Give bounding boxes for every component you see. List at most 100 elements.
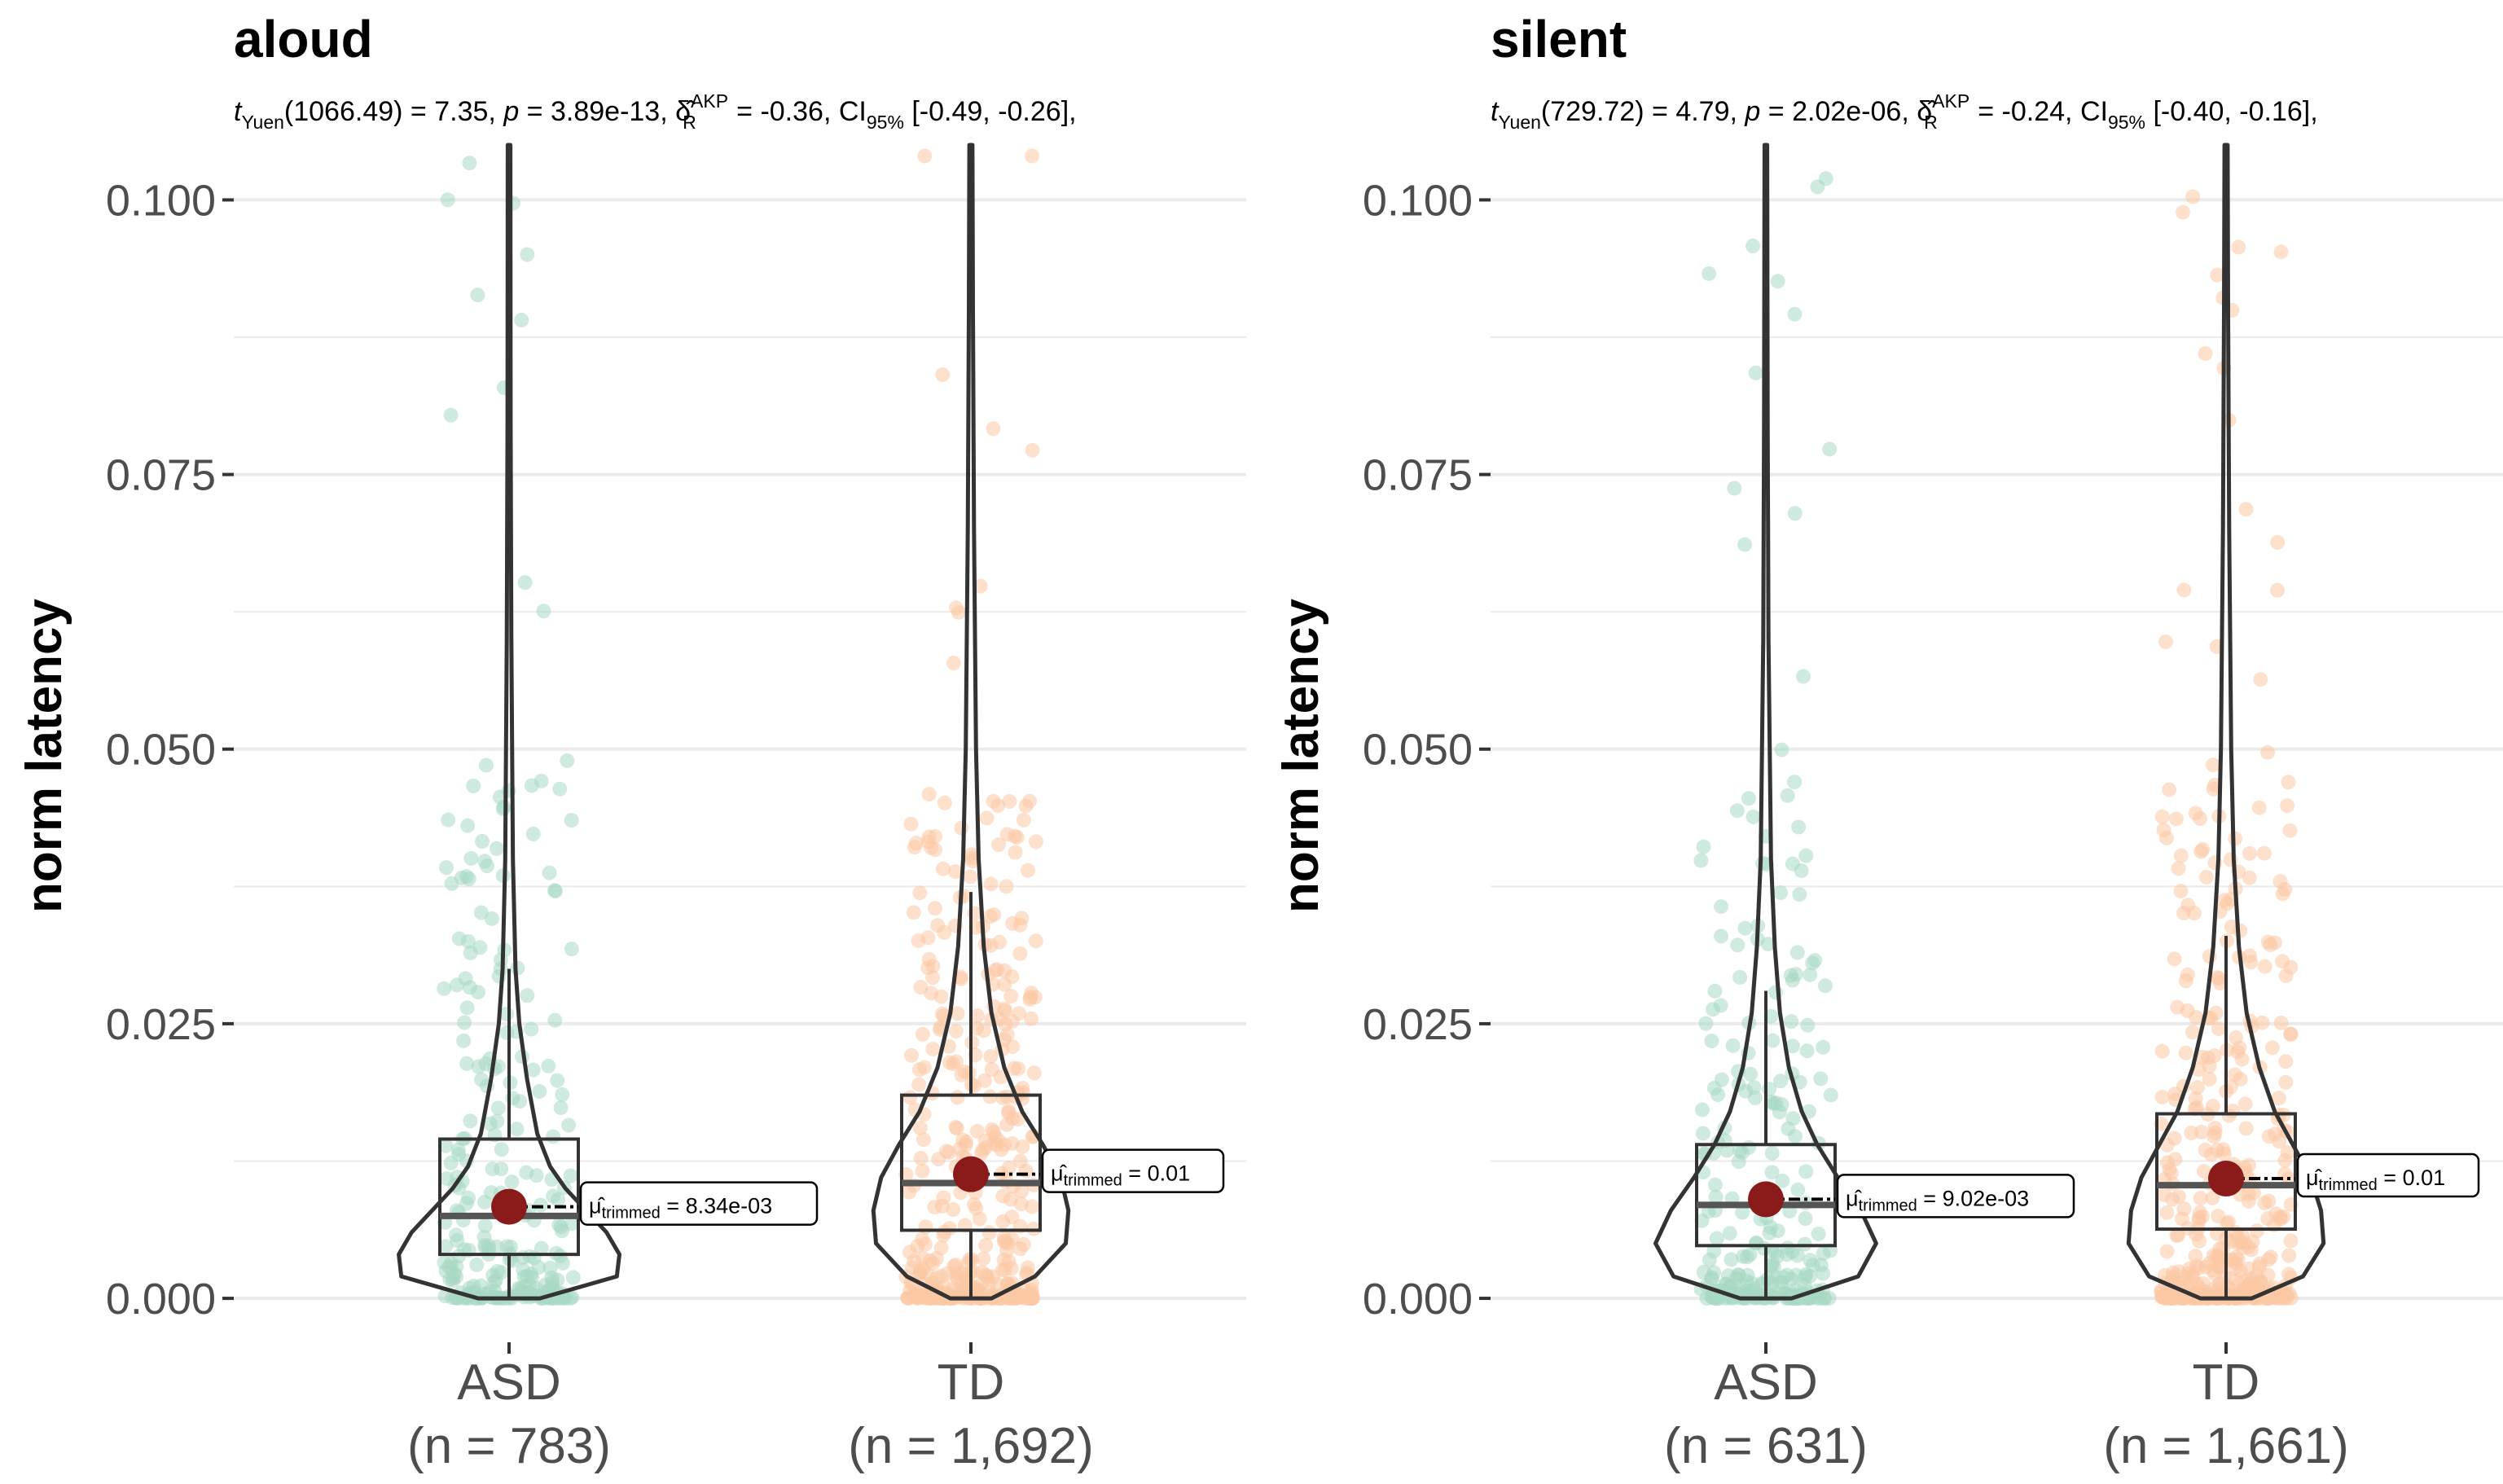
data-point <box>946 1056 961 1072</box>
df-open: ( <box>1541 96 1551 127</box>
delta-value: -0.24 <box>2002 96 2066 127</box>
data-point <box>979 810 995 826</box>
data-point <box>1020 1260 1035 1275</box>
data-point <box>2185 189 2201 204</box>
data-point <box>438 1138 454 1153</box>
data-point <box>1739 1274 1754 1289</box>
data-point <box>565 1270 581 1285</box>
data-point <box>1813 1071 1829 1087</box>
data-point <box>1707 1177 1723 1192</box>
data-point <box>2229 1030 2244 1045</box>
mean-label-box <box>1836 1174 2075 1218</box>
data-point <box>485 1267 501 1283</box>
data-point <box>2283 1233 2299 1249</box>
data-point <box>1016 1236 1031 1252</box>
data-point <box>1802 1268 1817 1284</box>
data-point <box>2215 1142 2231 1157</box>
data-point <box>2264 1040 2280 1056</box>
data-point <box>2210 970 2225 986</box>
mean-label-main: μ̂ <box>589 1194 606 1218</box>
data-point <box>2173 848 2189 863</box>
data-point <box>997 1001 1012 1016</box>
data-point <box>995 1090 1011 1105</box>
data-point <box>950 1006 965 1021</box>
data-point <box>920 960 936 976</box>
data-point <box>2270 534 2286 550</box>
data-point <box>1704 1270 1719 1285</box>
mean-label-box <box>1041 1148 1225 1193</box>
t-label: Yuen <box>1498 112 1540 133</box>
mean-label-sub: trimmed <box>1064 1172 1122 1190</box>
data-point <box>2192 1233 2207 1249</box>
data-point <box>478 757 494 773</box>
data-point <box>2241 1157 2256 1173</box>
data-point <box>937 924 952 940</box>
ci-space <box>2145 96 2153 127</box>
data-point <box>991 837 1007 853</box>
data-point <box>1742 1066 1758 1082</box>
data-point <box>902 1184 917 1200</box>
data-point <box>920 930 936 946</box>
data-points-asd <box>1693 171 1838 1306</box>
x-tick-n-label: (n = 1,692) <box>848 1418 1094 1474</box>
mean-label-sub: trimmed <box>602 1205 661 1223</box>
data-point <box>2255 1015 2270 1030</box>
data-point <box>2156 1187 2171 1202</box>
data-point <box>2196 1163 2211 1179</box>
data-point <box>2273 1015 2289 1030</box>
data-point <box>446 1273 461 1289</box>
data-point <box>2203 1147 2219 1162</box>
data-point <box>561 1117 577 1133</box>
data-point <box>2178 1045 2193 1060</box>
data-point <box>520 988 535 1003</box>
box-td <box>2155 1112 2297 1232</box>
y-tick-label: 0.050 <box>106 726 216 775</box>
data-point <box>947 864 963 880</box>
data-point <box>1775 1173 1790 1188</box>
data-point <box>2198 869 2214 885</box>
data-point <box>927 901 942 916</box>
data-point <box>921 829 937 845</box>
data-point <box>1021 863 1036 878</box>
data-point <box>1714 899 1729 915</box>
y-tick-label: 0.100 <box>1363 176 1473 225</box>
t-symbol: t <box>1491 96 1500 127</box>
data-point <box>552 1249 568 1264</box>
y-tick-label: 0.025 <box>1363 1000 1473 1049</box>
data-point <box>438 1239 454 1254</box>
data-point <box>1784 1014 1799 1030</box>
data-point <box>526 1250 542 1266</box>
data-point <box>963 869 978 885</box>
data-point <box>2208 1005 2224 1021</box>
mean-label-main: μ̂ <box>1846 1186 1863 1210</box>
data-point <box>1774 742 1789 757</box>
data-point <box>1746 809 1761 824</box>
delta-equals: = <box>1970 96 2002 127</box>
data-point <box>2269 582 2285 598</box>
data-point <box>1722 1226 1737 1241</box>
data-point <box>2171 861 2186 876</box>
data-point <box>563 1291 578 1306</box>
data-point <box>902 1245 917 1260</box>
data-point <box>2207 1120 2223 1135</box>
data-point <box>2159 1137 2175 1153</box>
data-point <box>922 1253 938 1268</box>
data-point <box>2260 744 2276 760</box>
box-td <box>900 1093 1042 1232</box>
data-point <box>2256 845 2272 861</box>
data-point <box>1807 953 1823 968</box>
data-point <box>439 1171 454 1187</box>
data-point <box>2167 1087 2183 1102</box>
data-point <box>2238 502 2254 517</box>
data-point <box>1028 933 1043 949</box>
data-point <box>1023 990 1039 1005</box>
data-point <box>478 1056 494 1072</box>
data-point <box>1803 967 1818 982</box>
data-point <box>555 1087 570 1102</box>
data-point <box>460 1190 476 1205</box>
data-point <box>525 1062 541 1078</box>
data-point <box>1016 812 1031 828</box>
data-point <box>553 1100 569 1115</box>
data-point <box>948 600 964 616</box>
